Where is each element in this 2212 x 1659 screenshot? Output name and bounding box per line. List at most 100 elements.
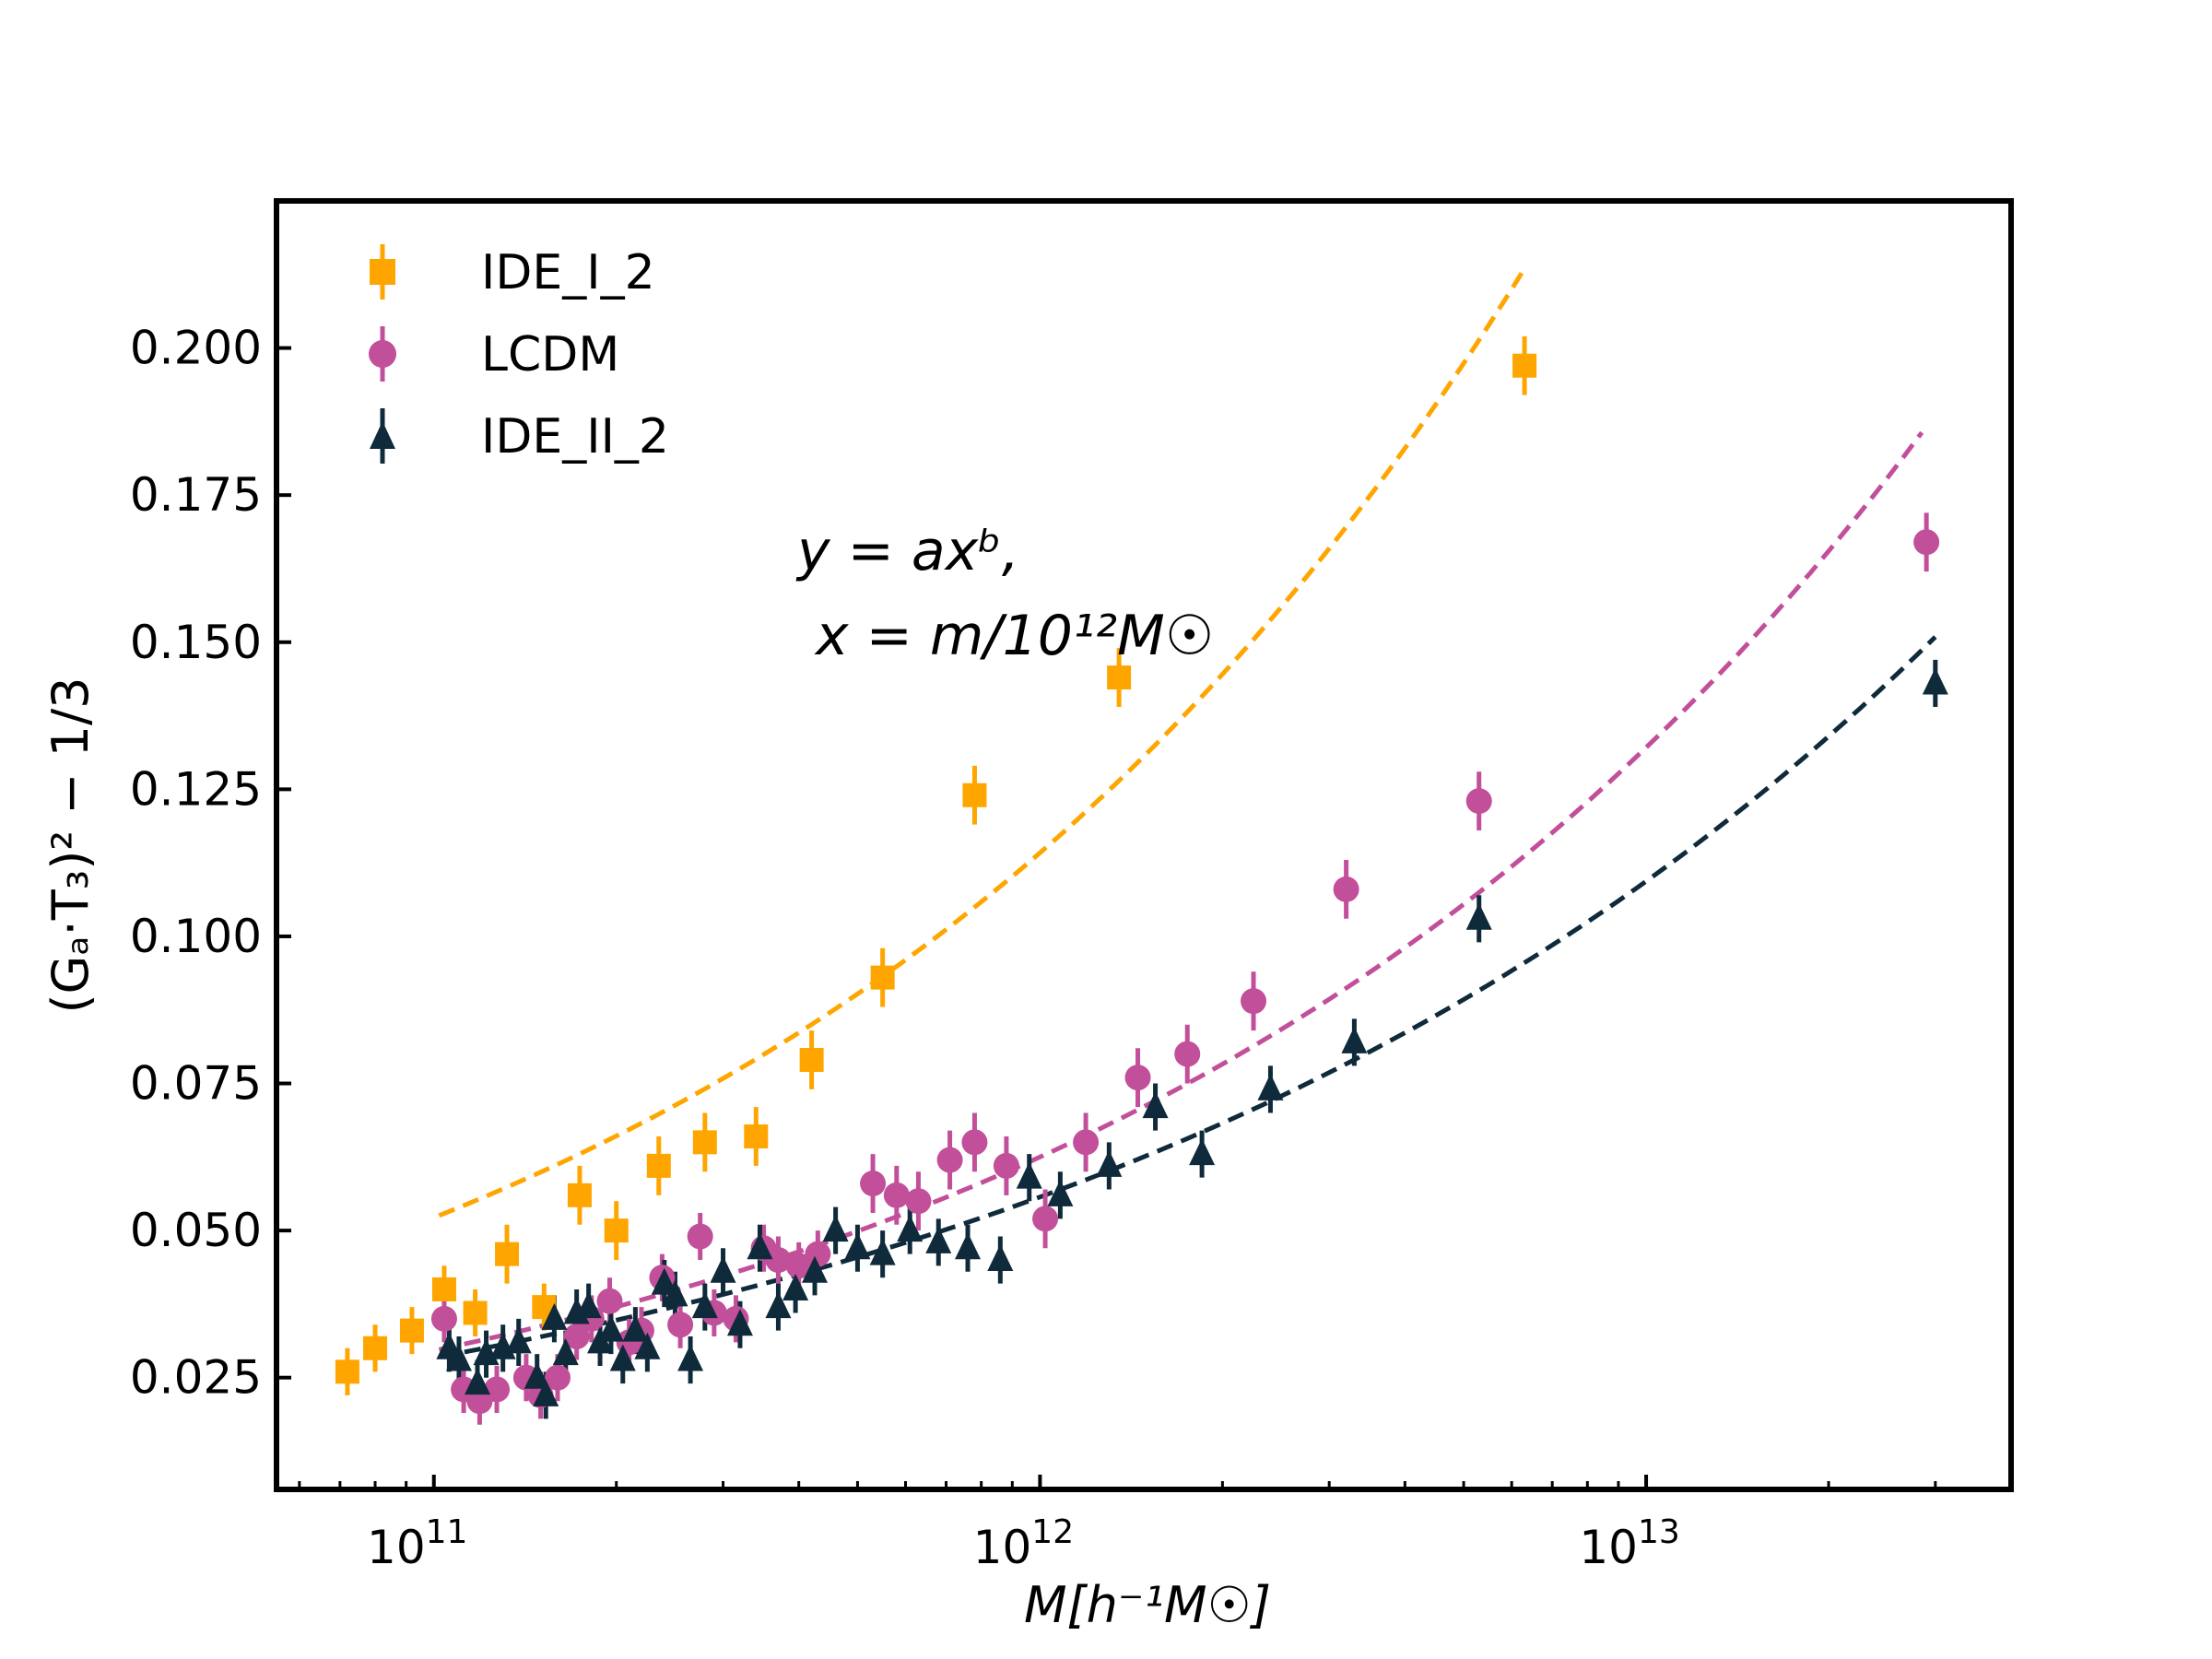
data-point-circle: [596, 1288, 623, 1314]
data-point-triangle: [925, 1226, 952, 1253]
data-point-triangle: [1189, 1138, 1216, 1166]
data-point-triangle: [445, 1344, 472, 1371]
data-point-circle: [1124, 1065, 1151, 1091]
data-point-triangle: [1047, 1179, 1074, 1206]
data-point-triangle: [622, 1314, 649, 1342]
data-point-circle: [765, 1247, 792, 1274]
fit-line-IDE_I_2: [438, 266, 1527, 1218]
data-point-circle: [544, 1364, 571, 1391]
legend-marker-square: [370, 259, 395, 285]
data-point-triangle: [897, 1215, 924, 1242]
legend-label-ide-i-2: IDE_I_2: [481, 245, 655, 300]
data-point-circle: [1073, 1129, 1100, 1156]
legend-entry-ide-i-2: IDE_I_2: [370, 244, 655, 300]
y-tick-label: 0.150: [130, 616, 262, 669]
data-point-triangle: [822, 1215, 849, 1242]
data-point-square: [962, 782, 987, 807]
data-point-circle: [883, 1182, 910, 1208]
x-axis-label: M[h⁻¹M☉]: [1024, 1576, 1271, 1634]
legend-marker-triangle: [370, 421, 395, 449]
data-point-square: [744, 1124, 769, 1148]
data-point-triangle: [1142, 1091, 1169, 1119]
data-point-circle: [1465, 788, 1492, 815]
data-point-triangle: [609, 1344, 636, 1371]
data-point-circle: [687, 1223, 713, 1250]
data-point-triangle: [987, 1244, 1014, 1272]
axis-ticks: 0.025 0.050 0.075 0.100 0.125 0.150 0.175 0.200…: [130, 322, 2013, 1574]
data-point-triangle: [782, 1273, 809, 1300]
data-point-triangle: [552, 1338, 579, 1366]
y-tick-label: 0.025: [130, 1351, 262, 1405]
data-point-circle: [1913, 529, 1940, 556]
fit-formula-line1: y = axᵇ,: [795, 519, 1019, 583]
y-tick-label: 0.075: [130, 1057, 262, 1111]
data-point-square: [399, 1318, 424, 1343]
y-tick-label: 0.125: [130, 762, 262, 816]
y-tick-label: 0.100: [130, 910, 262, 963]
data-point-triangle: [533, 1379, 559, 1406]
data-point-square: [463, 1300, 488, 1325]
data-point-square: [870, 965, 895, 990]
x-tick-label: 1012: [973, 1513, 1074, 1574]
data-point-circle: [1241, 988, 1267, 1015]
data-point-circle: [805, 1241, 831, 1267]
data-point-triangle: [1016, 1161, 1042, 1189]
data-point-circle: [905, 1188, 932, 1215]
data-point-triangle: [869, 1238, 896, 1265]
data-point-square: [431, 1277, 456, 1301]
fit-line-IDE_II_2: [438, 635, 1937, 1359]
data-point-circle: [430, 1305, 457, 1332]
data-point-triangle: [1257, 1073, 1284, 1100]
data-point-square: [692, 1130, 717, 1155]
data-point-circle: [563, 1324, 590, 1350]
data-point-square: [335, 1359, 359, 1384]
y-tick-label: 0.175: [130, 468, 262, 522]
data-point-triangle: [802, 1255, 829, 1283]
legend-label-lcdm: LCDM: [481, 327, 619, 382]
fit-lines: [438, 266, 1937, 1359]
data-point-circle: [860, 1171, 887, 1197]
data-point-square: [363, 1335, 388, 1360]
data-point-triangle: [1341, 1026, 1368, 1053]
data-point-triangle: [726, 1309, 753, 1336]
data-point-triangle: [651, 1267, 677, 1295]
plot-area-frame: [274, 198, 2014, 1492]
data-point-triangle: [765, 1291, 792, 1319]
data-point-circle: [667, 1312, 694, 1338]
data-point-triangle: [1922, 667, 1948, 695]
legend-entry-ide-ii-2: IDE_II_2: [370, 408, 669, 465]
data-point-triangle: [955, 1232, 982, 1260]
data-point-triangle: [844, 1232, 871, 1260]
data-point-triangle: [710, 1255, 736, 1283]
data-point-circle: [993, 1152, 1019, 1179]
data-point-circle: [484, 1376, 511, 1403]
data-point-triangle: [634, 1332, 661, 1359]
legend-label-ide-ii-2: IDE_II_2: [481, 409, 669, 465]
y-tick-label: 0.200: [130, 322, 262, 375]
data-point-triangle: [505, 1326, 532, 1354]
data-point-triangle: [1465, 902, 1492, 930]
data-point-triangle: [1096, 1149, 1123, 1177]
data-point-triangle: [597, 1314, 624, 1342]
error-bars: [345, 335, 1938, 1425]
fit-formula-line2: x = m/10¹²M☉: [814, 604, 1215, 668]
data-point-square: [1512, 353, 1537, 378]
fit-line-LCDM: [438, 430, 1924, 1352]
data-point-circle: [1333, 876, 1359, 902]
data-point-circle: [936, 1147, 963, 1173]
data-point-square: [604, 1218, 629, 1243]
data-markers: [335, 353, 1948, 1415]
data-point-triangle: [662, 1279, 688, 1307]
y-axis-label: (Gₐ·T₃)² − 1/3: [41, 677, 100, 1013]
data-point-circle: [1174, 1041, 1201, 1067]
data-point-square: [567, 1182, 592, 1207]
legend: IDE_I_2 LCDM IDE_II_2: [369, 244, 669, 465]
x-tick-label: 1013: [1579, 1513, 1679, 1574]
data-point-triangle: [575, 1291, 602, 1319]
data-point-triangle: [524, 1361, 550, 1389]
x-tick-label: 1011: [367, 1513, 467, 1574]
data-point-circle: [785, 1253, 812, 1279]
data-point-square: [799, 1048, 824, 1072]
legend-entry-lcdm: LCDM: [369, 326, 619, 382]
